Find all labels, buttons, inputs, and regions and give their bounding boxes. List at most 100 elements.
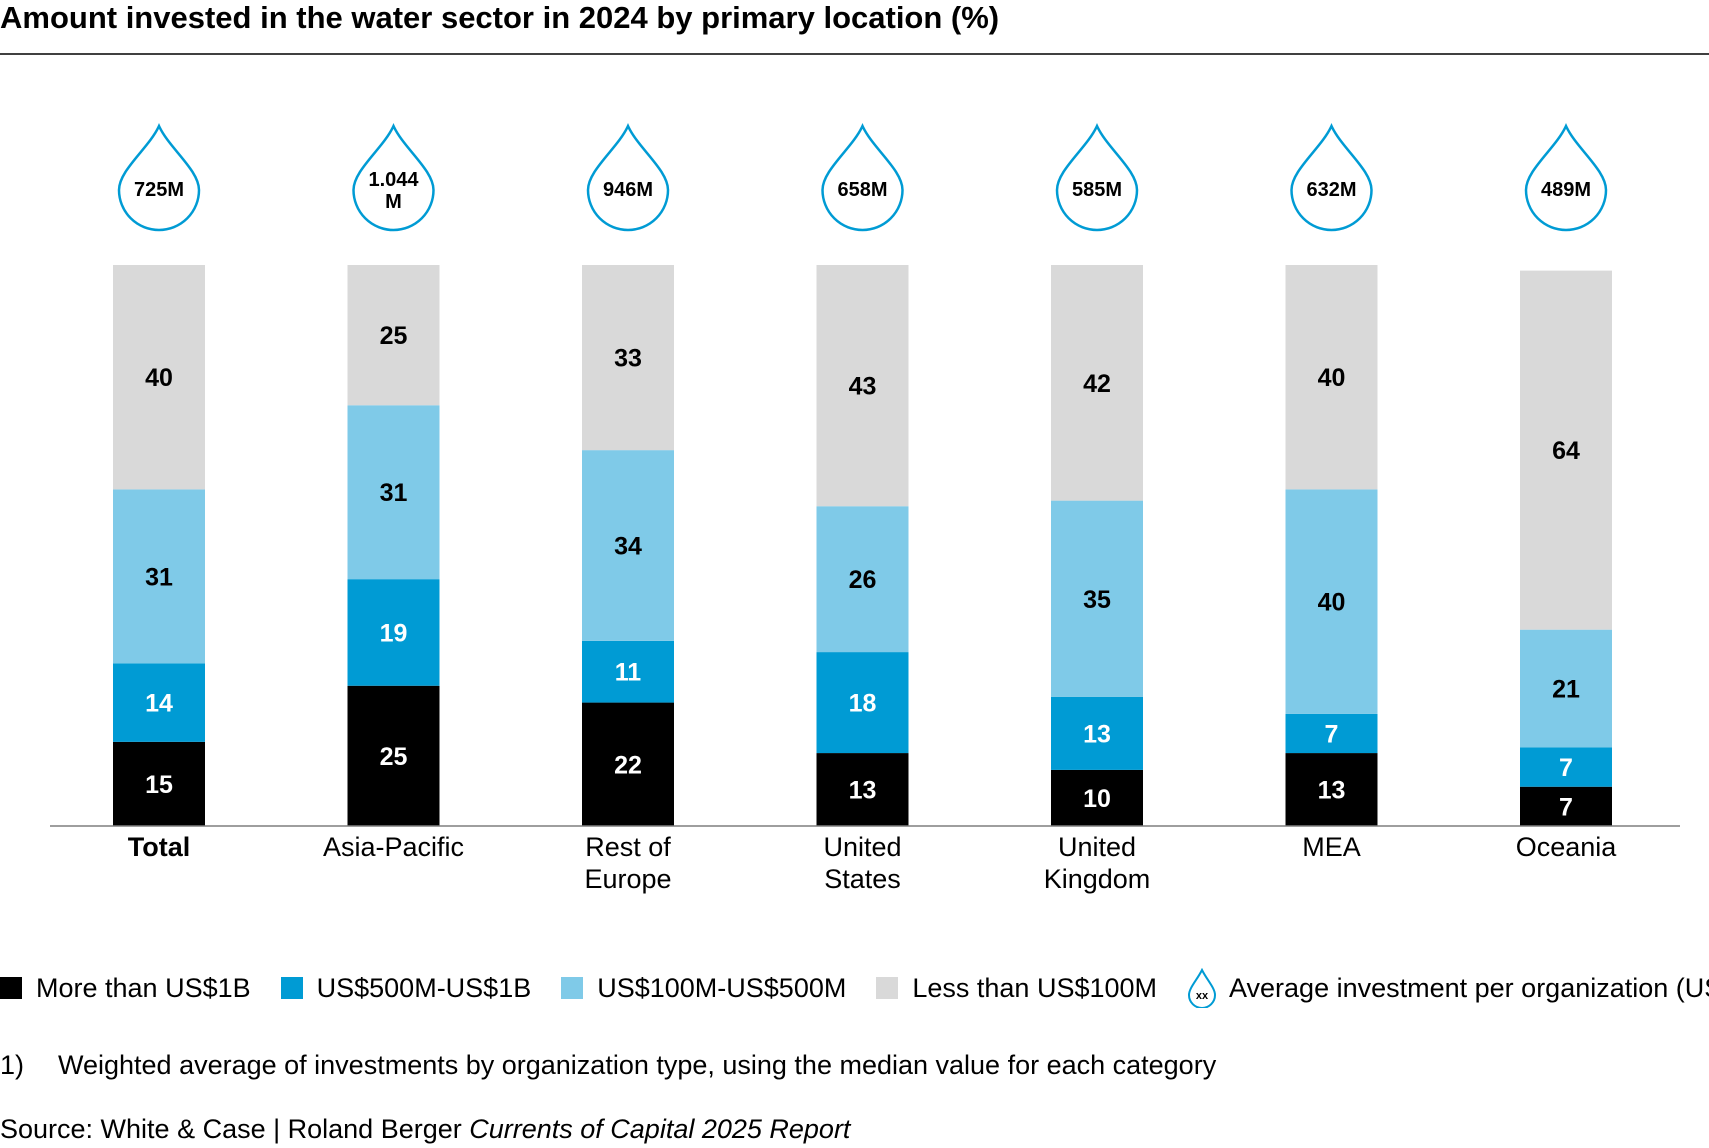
water-drop-icon xyxy=(117,122,201,232)
footnote: 1) Weighted average of investments by org… xyxy=(0,1050,1216,1081)
bar-segment xyxy=(1051,265,1143,501)
legend-item-average-investment: xx Average investment per organization (… xyxy=(1187,968,1709,1008)
average-investment-label: 585M xyxy=(1072,179,1122,201)
legend-drop-symbol: xx xyxy=(1196,990,1209,1002)
data-label: 25 xyxy=(380,743,408,771)
source-report-title: Currents of Capital 2025 Report xyxy=(469,1114,851,1144)
bar-segment xyxy=(582,450,674,641)
bar-segment xyxy=(1520,629,1612,748)
legend-label: Average investment per organization (US$… xyxy=(1229,973,1709,1004)
bar-segment xyxy=(113,663,205,742)
water-drop-icon xyxy=(1055,122,1139,232)
average-investment-label: 725M xyxy=(134,179,184,201)
bar-segment xyxy=(113,489,205,664)
footnote-text: Weighted average of investments by organ… xyxy=(58,1050,1217,1080)
average-investment-label: 489M xyxy=(1541,179,1591,201)
category-label: Rest of xyxy=(585,832,671,862)
water-drop-icon xyxy=(821,122,904,232)
bar-segment xyxy=(347,265,440,406)
footnote-number: 1) xyxy=(0,1050,25,1080)
data-label: 7 xyxy=(1325,720,1339,748)
legend-item-less-than-100m: Less than US$100M xyxy=(876,973,1157,1004)
data-label: 11 xyxy=(615,659,642,687)
bar-segment xyxy=(1285,753,1378,826)
data-label: 43 xyxy=(849,373,877,401)
legend-label: US$500M-US$1B xyxy=(316,972,532,1003)
legend-item-more-than-1b: More than US$1B xyxy=(0,973,251,1004)
category-label: Total xyxy=(128,832,191,862)
data-label: 21 xyxy=(1552,676,1580,704)
average-investment-label: 658M xyxy=(837,179,887,201)
bar-segment xyxy=(816,506,909,653)
water-drop-icon xyxy=(1290,122,1373,232)
legend-swatch-light-blue xyxy=(561,977,584,999)
water-drop-icon xyxy=(586,122,670,232)
legend-swatch-black xyxy=(0,977,22,999)
bar-segment xyxy=(1520,786,1612,826)
legend-label: Less than US$100M xyxy=(912,972,1158,1003)
bar-segment xyxy=(1051,696,1143,770)
legend-swatch-blue xyxy=(280,977,303,999)
bar-segment xyxy=(1520,747,1612,787)
data-label: 26 xyxy=(849,566,877,594)
bar-segment xyxy=(347,405,440,580)
chart-title: Amount invested in the water sector in 2… xyxy=(0,0,1000,35)
bar-segment xyxy=(582,640,674,703)
data-label: 14 xyxy=(145,690,173,718)
data-label: 31 xyxy=(145,563,173,591)
category-label: Kingdom xyxy=(1044,864,1151,894)
category-label: States xyxy=(824,864,901,894)
legend-drop-text: Average investment per organization (US$… xyxy=(1229,972,1709,1003)
data-label: 13 xyxy=(1318,777,1346,805)
legend: More than US$1B US$500M-US$1B US$100M-US… xyxy=(0,968,1709,1008)
average-investment-label: 946M xyxy=(603,179,653,201)
bar-segment xyxy=(1285,713,1378,754)
bar-segment xyxy=(1051,769,1143,826)
data-label: 15 xyxy=(145,771,173,799)
data-label: 40 xyxy=(145,364,173,392)
legend-swatch-grey xyxy=(876,977,899,999)
data-label: 33 xyxy=(614,345,642,373)
data-label: 64 xyxy=(1552,437,1580,465)
data-label: 19 xyxy=(380,619,408,647)
source-note: Source: White & Case | Roland Berger Cur… xyxy=(0,1114,850,1145)
bar-segment xyxy=(347,579,440,686)
data-label: 40 xyxy=(1318,589,1346,617)
bar-segment xyxy=(816,652,909,754)
average-investment-label: M xyxy=(385,191,402,213)
data-label: 34 xyxy=(614,533,642,561)
category-label: Europe xyxy=(584,864,671,894)
data-label: 42 xyxy=(1083,370,1111,398)
average-investment-label: 1.044 xyxy=(368,169,419,191)
category-label: MEA xyxy=(1302,832,1361,862)
data-label: 7 xyxy=(1559,793,1573,821)
bar-segment xyxy=(1285,265,1378,490)
bar-segment xyxy=(816,265,909,507)
data-label: 18 xyxy=(849,690,877,718)
water-drop-icon: xx xyxy=(1188,968,1217,1008)
category-label: United xyxy=(823,832,901,862)
data-label: 31 xyxy=(380,479,408,507)
bar-segment xyxy=(113,741,205,826)
bar-segment xyxy=(582,265,674,451)
data-label: 13 xyxy=(849,777,877,805)
category-label: Oceania xyxy=(1516,832,1618,862)
bar-segment xyxy=(113,265,205,490)
data-label: 35 xyxy=(1083,586,1111,614)
legend-item-100m-500m: US$100M-US$500M xyxy=(561,973,846,1004)
bar-segment xyxy=(816,753,909,826)
data-label: 22 xyxy=(614,751,642,779)
bar-segment xyxy=(1520,270,1612,630)
data-label: 10 xyxy=(1083,785,1111,813)
category-label: United xyxy=(1058,832,1136,862)
data-label: 25 xyxy=(380,322,408,350)
bar-segment xyxy=(582,702,674,826)
source-prefix: Source: White & Case | Roland Berger xyxy=(0,1114,470,1144)
data-label: 13 xyxy=(1083,720,1111,748)
bar-segment xyxy=(347,685,440,826)
legend-label: More than US$1B xyxy=(36,972,251,1003)
data-label: 7 xyxy=(1559,754,1573,782)
bar-segment xyxy=(1051,500,1143,697)
legend-item-500m-1b: US$500M-US$1B xyxy=(280,972,532,1004)
